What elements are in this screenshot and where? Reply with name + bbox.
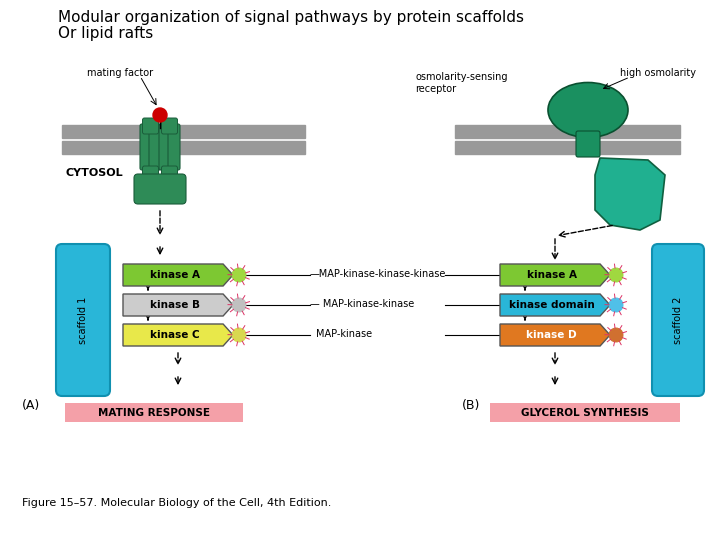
Polygon shape (500, 294, 610, 316)
Circle shape (232, 298, 246, 312)
Bar (455, 141, 680, 154)
Circle shape (609, 328, 623, 342)
Circle shape (232, 268, 246, 282)
Text: MATING RESPONSE: MATING RESPONSE (98, 408, 210, 417)
Text: high osmolarity: high osmolarity (620, 68, 696, 78)
Text: MAP-kinase: MAP-kinase (316, 329, 372, 339)
Circle shape (153, 108, 167, 122)
Text: kinase C: kinase C (150, 330, 199, 340)
FancyBboxPatch shape (168, 124, 180, 170)
FancyBboxPatch shape (652, 244, 704, 396)
Text: Or lipid rafts: Or lipid rafts (58, 26, 153, 41)
Text: kinase D: kinase D (526, 330, 577, 340)
Text: (A): (A) (22, 399, 40, 411)
Polygon shape (123, 294, 233, 316)
Circle shape (609, 298, 623, 312)
Bar (65, 403, 243, 422)
FancyBboxPatch shape (161, 166, 178, 180)
Text: scaffold 2: scaffold 2 (673, 296, 683, 343)
FancyBboxPatch shape (143, 118, 158, 134)
Ellipse shape (548, 83, 628, 138)
FancyBboxPatch shape (576, 131, 600, 157)
Polygon shape (500, 264, 610, 286)
Polygon shape (123, 324, 233, 346)
Text: osmolarity-sensing
receptor: osmolarity-sensing receptor (415, 72, 508, 93)
Text: GLYCEROL SYNTHESIS: GLYCEROL SYNTHESIS (521, 408, 649, 417)
Text: — MAP-kinase-kinase: — MAP-kinase-kinase (310, 299, 414, 309)
Text: kinase domain: kinase domain (509, 300, 595, 310)
Text: mating factor: mating factor (87, 68, 153, 78)
Text: (B): (B) (462, 399, 480, 411)
Polygon shape (123, 264, 233, 286)
FancyBboxPatch shape (149, 124, 161, 170)
FancyBboxPatch shape (143, 166, 158, 180)
Polygon shape (595, 158, 665, 230)
Circle shape (609, 268, 623, 282)
FancyBboxPatch shape (56, 244, 110, 396)
Text: CYTOSOL: CYTOSOL (65, 168, 122, 178)
Polygon shape (500, 324, 610, 346)
FancyBboxPatch shape (159, 124, 171, 170)
FancyBboxPatch shape (134, 174, 186, 204)
Bar (62, 125, 305, 138)
FancyBboxPatch shape (140, 124, 152, 170)
Bar (490, 403, 680, 422)
Text: —MAP-kinase-kinase-kinase: —MAP-kinase-kinase-kinase (310, 269, 446, 279)
Text: kinase A: kinase A (527, 270, 577, 280)
FancyBboxPatch shape (161, 118, 178, 134)
Circle shape (232, 328, 246, 342)
Text: kinase A: kinase A (150, 270, 199, 280)
Text: Modular organization of signal pathways by protein scaffolds: Modular organization of signal pathways … (58, 10, 524, 25)
Text: kinase B: kinase B (150, 300, 199, 310)
Text: Figure 15–57. Molecular Biology of the Cell, 4th Edition.: Figure 15–57. Molecular Biology of the C… (22, 498, 331, 508)
Text: scaffold 1: scaffold 1 (78, 296, 88, 343)
Bar (455, 125, 680, 138)
Bar (62, 141, 305, 154)
